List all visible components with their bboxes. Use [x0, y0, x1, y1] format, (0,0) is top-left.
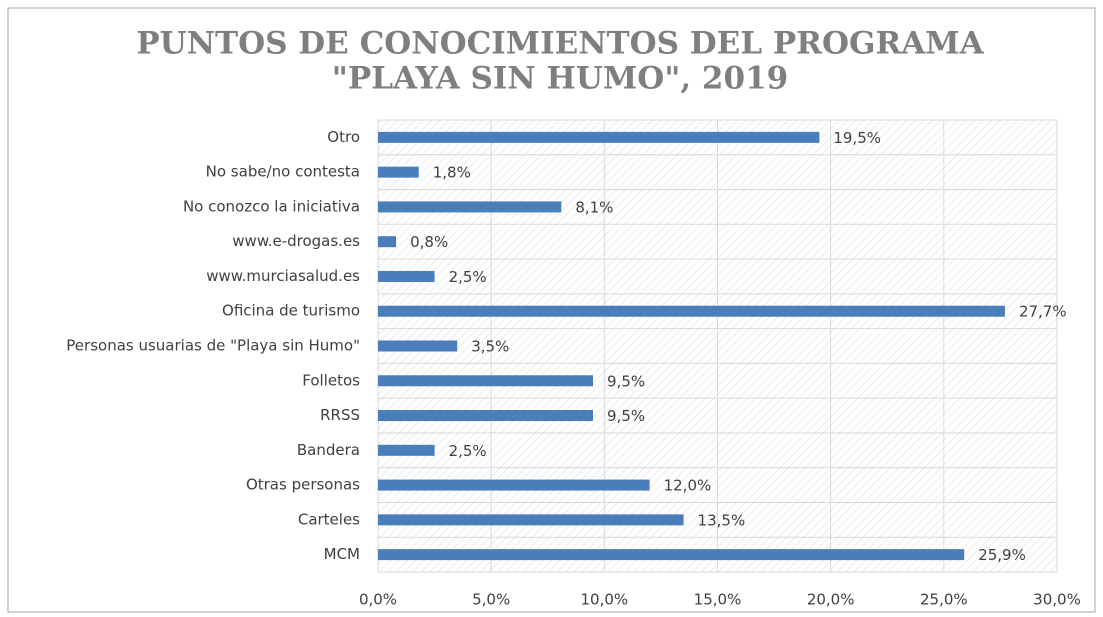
data-label: 2,5% — [449, 442, 487, 460]
y-tick-label: www.e-drogas.es — [232, 232, 360, 250]
data-label: 13,5% — [698, 511, 746, 529]
bar — [378, 514, 684, 526]
data-label: 12,0% — [664, 477, 712, 495]
bar — [378, 340, 458, 352]
data-label: 27,7% — [1019, 303, 1067, 321]
data-label: 3,5% — [471, 338, 509, 356]
x-tick-label: 30,0% — [1033, 591, 1081, 609]
bar — [378, 166, 419, 178]
y-tick-label: Otro — [327, 128, 360, 146]
data-label: 19,5% — [833, 129, 881, 147]
bar — [378, 236, 397, 248]
data-label: 0,8% — [410, 233, 448, 251]
x-tick-label: 0,0% — [359, 591, 397, 609]
x-tick-label: 25,0% — [920, 591, 968, 609]
chart-border — [7, 7, 1096, 613]
x-tick-label: 10,0% — [581, 591, 629, 609]
bar — [378, 479, 650, 491]
bar — [378, 444, 435, 456]
y-tick-label: Oficina de turismo — [222, 302, 360, 320]
data-label: 25,9% — [978, 546, 1026, 564]
y-tick-label: RRSS — [320, 406, 360, 424]
bar — [378, 270, 435, 282]
data-label: 9,5% — [607, 372, 645, 390]
y-tick-label: Personas usuarias de "Playa sin Humo" — [66, 337, 360, 355]
data-label: 9,5% — [607, 407, 645, 425]
bar — [378, 201, 562, 213]
y-tick-label: No sabe/no contesta — [206, 163, 360, 181]
y-tick-label: MCM — [324, 545, 360, 563]
y-tick-label: Folletos — [302, 371, 360, 389]
y-tick-label: Bandera — [297, 441, 360, 459]
bar — [378, 305, 1005, 317]
x-tick-label: 15,0% — [694, 591, 742, 609]
bar — [378, 375, 594, 387]
chart-title: PUNTOS DE CONOCIMIENTOS DEL PROGRAMA — [136, 26, 984, 62]
bar — [378, 410, 594, 422]
data-label: 2,5% — [449, 268, 487, 286]
data-label: 8,1% — [575, 198, 613, 216]
bar — [378, 549, 965, 561]
y-tick-label: Otras personas — [246, 476, 360, 494]
x-tick-label: 5,0% — [472, 591, 510, 609]
chart-title: "PLAYA SIN HUMO", 2019 — [332, 61, 788, 97]
data-label: 1,8% — [433, 164, 471, 182]
x-tick-label: 20,0% — [807, 591, 855, 609]
bar — [378, 131, 820, 143]
y-tick-label: Carteles — [298, 510, 360, 528]
y-tick-label: No conozco la iniciativa — [183, 197, 360, 215]
y-tick-label: www.murciasalud.es — [206, 267, 360, 285]
